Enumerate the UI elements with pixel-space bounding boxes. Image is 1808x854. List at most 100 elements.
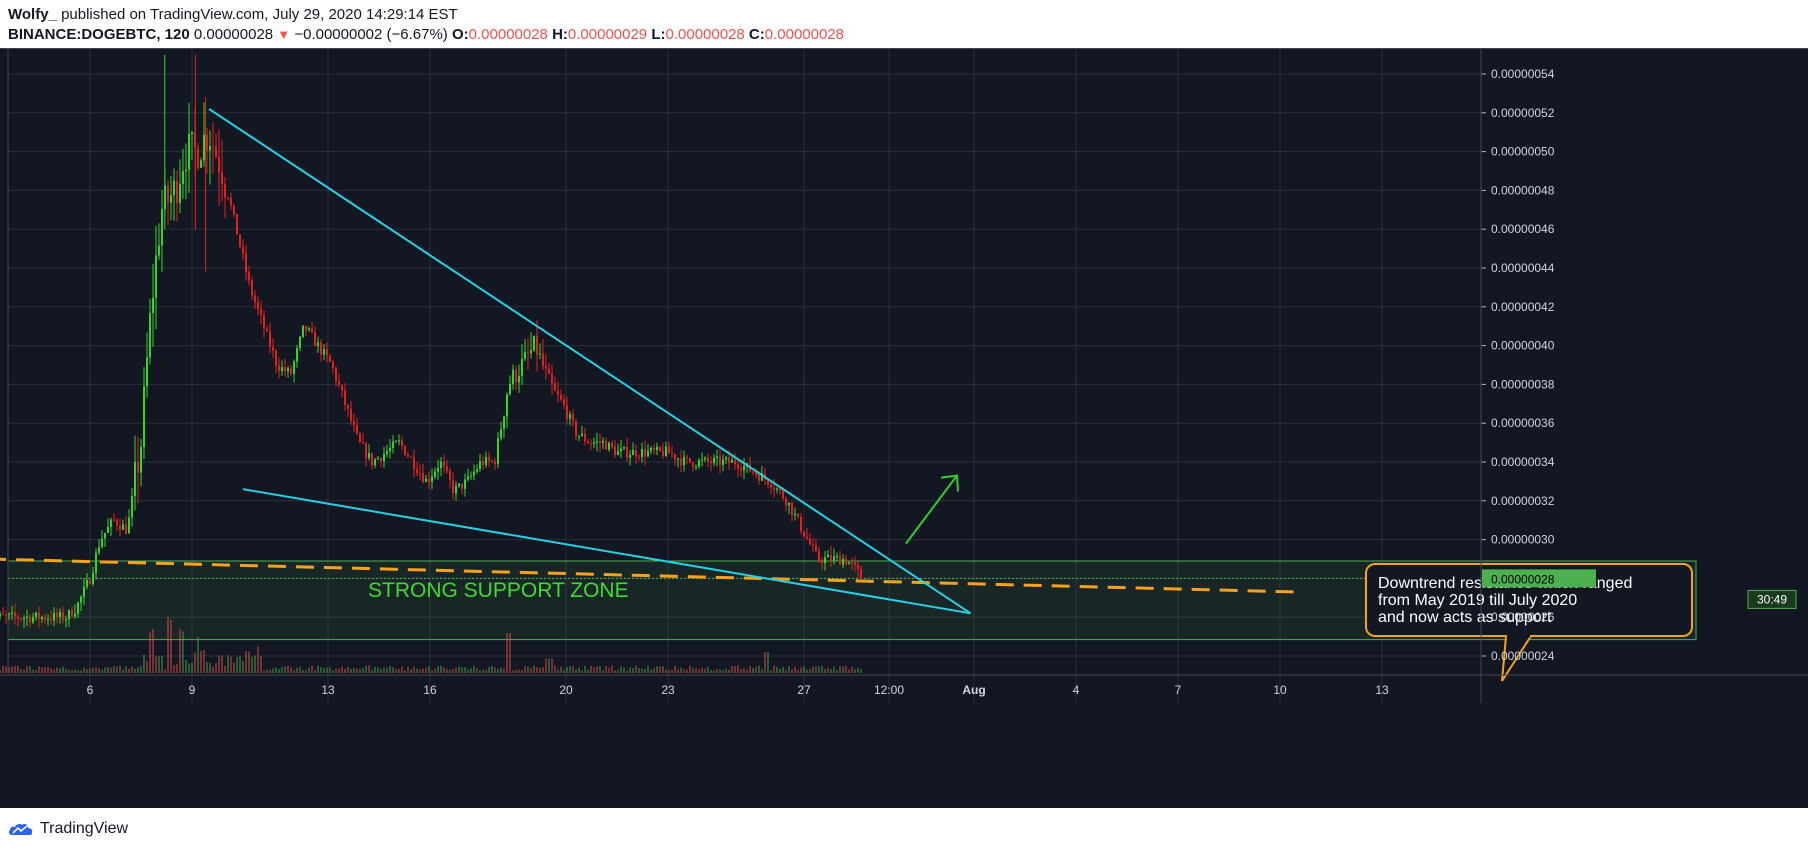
volume-bar (59, 668, 61, 673)
time-axis[interactable]: 6 9 13 16 20 23 27 12:00 Aug 4 7 10 13 (0, 674, 1808, 808)
candle-body (341, 385, 343, 391)
volume-bar (839, 666, 841, 673)
candle-body (854, 562, 856, 565)
time-tick-label: Aug (962, 683, 985, 697)
volume-bar (14, 666, 16, 673)
candle-body (542, 353, 544, 367)
volume-bar (425, 668, 427, 673)
volume-bar (155, 655, 157, 673)
candle-body (215, 146, 217, 157)
candle-body (518, 375, 520, 383)
price-tick-label: 0.00000042 (1491, 300, 1555, 314)
volume-bar (686, 669, 688, 673)
candle-body (683, 456, 685, 466)
volume-bar (8, 667, 10, 673)
volume-bar (101, 669, 103, 673)
top-border (0, 48, 1808, 49)
candle-body (125, 524, 127, 534)
volume-bar (143, 654, 145, 673)
volume-bar (254, 655, 256, 673)
volume-bar (629, 667, 631, 673)
candle-body (23, 618, 25, 620)
breakout-arrow[interactable] (905, 474, 958, 545)
candle-body (596, 441, 598, 443)
volume-bars (0, 616, 862, 673)
candle-body (626, 447, 628, 458)
candle-body (530, 350, 532, 354)
symbol-label[interactable]: BINANCE:DOGEBTC, 120 (8, 26, 190, 43)
candle-body (272, 346, 274, 351)
candle-body (191, 132, 193, 134)
volume-bar (827, 667, 829, 673)
volume-bar (305, 670, 307, 673)
price-chart[interactable]: STRONG SUPPORT ZONE Downtrend resistance… (0, 48, 1808, 808)
candle-body (74, 613, 76, 617)
time-tick-label: 23 (661, 683, 675, 697)
volume-bar (587, 669, 589, 673)
volume-bar (329, 667, 331, 673)
candle-body (521, 358, 523, 376)
volume-bar (455, 667, 457, 673)
volume-bar (830, 669, 832, 673)
volume-bar (647, 665, 649, 673)
volume-bar (260, 656, 262, 673)
volume-bar (5, 666, 7, 673)
volume-bar (698, 669, 700, 673)
candle-body (230, 197, 232, 206)
candle-body (323, 349, 325, 355)
volume-bar (821, 666, 823, 673)
candle-body (842, 558, 844, 565)
time-tick-label: 4 (1073, 683, 1080, 697)
candle-body (197, 147, 199, 168)
volume-bar (683, 669, 685, 673)
candle-body (674, 454, 676, 460)
volume-bar (563, 669, 565, 673)
price-tick-label: 0.00000038 (1491, 377, 1555, 391)
support-dashed-line[interactable] (0, 557, 1298, 594)
candle-body (719, 456, 721, 466)
candle-body (563, 399, 565, 406)
candle-body (848, 562, 850, 565)
volume-bar (812, 666, 814, 673)
volume-bar (503, 668, 505, 673)
candle-body (479, 461, 481, 470)
volume-bar (77, 670, 79, 673)
lower-trendline[interactable] (242, 488, 971, 615)
candle-body (710, 461, 712, 464)
price-axis[interactable]: 0.00000054 0.00000052 0.00000050 0.00000048… (0, 48, 1808, 808)
volume-bar (215, 663, 217, 673)
time-tick-label: 27 (797, 683, 811, 697)
countdown-text: 30:49 (1757, 592, 1787, 606)
candle-body (359, 433, 361, 443)
candle-body (704, 457, 706, 460)
candle-body (113, 519, 115, 521)
volume-bar (278, 668, 280, 673)
volume-bar (707, 667, 709, 673)
candle-body (632, 449, 634, 455)
volume-bar (53, 669, 55, 673)
time-tick-label: 13 (1375, 683, 1389, 697)
candle-body (257, 302, 259, 309)
volume-bar (491, 665, 493, 673)
author-name[interactable]: Wolfy_ (8, 6, 57, 23)
candle-body (440, 461, 442, 469)
candle-body (386, 451, 388, 454)
candle-body (401, 440, 403, 446)
volume-bar (248, 651, 250, 673)
candle-body (290, 368, 292, 375)
candle-body (2, 613, 4, 615)
volume-bar (17, 665, 19, 673)
volume-bar (488, 667, 490, 673)
tradingview-logo[interactable]: TradingView (8, 820, 128, 838)
published-text: published on TradingView.com, July 29, 2… (56, 6, 458, 23)
candle-body (251, 280, 253, 296)
volume-bar (74, 669, 76, 673)
open-label: O: (451, 26, 469, 43)
candle-body (239, 234, 241, 247)
candle-body (722, 459, 724, 466)
upper-trendline[interactable] (208, 108, 972, 615)
candle-body (176, 180, 178, 204)
candle-body (509, 384, 511, 395)
chart-area[interactable]: STRONG SUPPORT ZONE Downtrend resistance… (0, 48, 1808, 808)
volume-bar (581, 670, 583, 673)
